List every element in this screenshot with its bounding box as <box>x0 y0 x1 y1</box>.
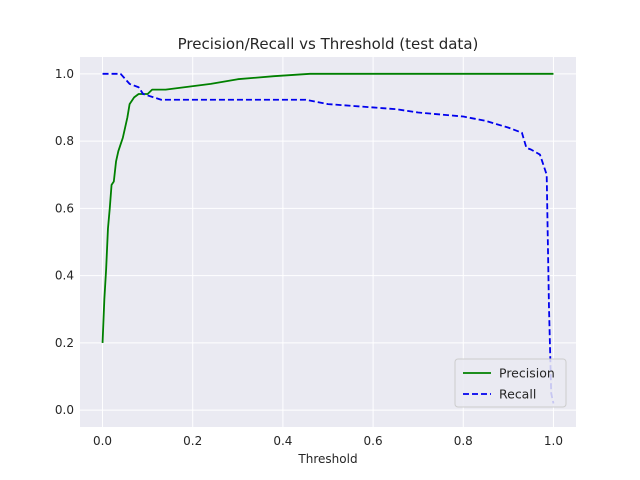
y-tick-label: 0.8 <box>55 134 74 148</box>
legend: Precision Recall <box>454 358 567 408</box>
x-axis-label: Threshold <box>297 452 357 466</box>
chart-title: Precision/Recall vs Threshold (test data… <box>178 35 479 53</box>
x-axis: 0.0 0.2 0.4 0.6 0.8 1.0 <box>93 434 563 448</box>
y-tick-label: 0.0 <box>55 403 74 417</box>
series-layer <box>101 72 555 404</box>
x-tick-label: 1.0 <box>544 434 563 448</box>
x-tick-label: 0.8 <box>454 434 473 448</box>
x-tick-label: 0.0 <box>93 434 112 448</box>
x-tick-label: 0.6 <box>364 434 383 448</box>
y-tick-label: 0.4 <box>55 269 74 283</box>
series-line-precision <box>101 72 554 343</box>
y-tick-label: 0.6 <box>55 201 74 215</box>
legend-box <box>454 358 567 408</box>
legend-label-precision: Precision <box>499 366 555 381</box>
legend-label-recall: Recall <box>499 387 536 402</box>
y-axis: 0.0 0.2 0.4 0.6 0.8 1.0 <box>55 67 74 417</box>
x-tick-label: 0.2 <box>183 434 202 448</box>
x-tick-label: 0.4 <box>273 434 292 448</box>
y-tick-label: 0.2 <box>55 336 74 350</box>
grid <box>80 57 576 427</box>
y-tick-label: 1.0 <box>55 67 74 81</box>
